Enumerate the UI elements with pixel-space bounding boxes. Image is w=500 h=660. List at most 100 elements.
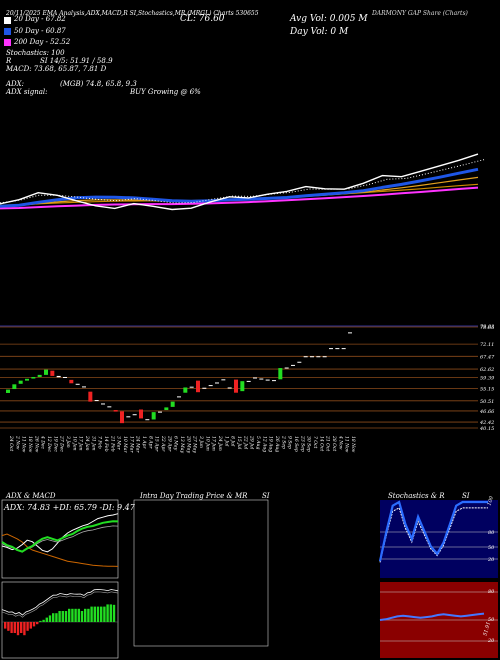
- price-date-label: 6 May: [173, 436, 179, 451]
- macd-bar: [13, 622, 16, 633]
- price-tick-label: 67.47: [480, 354, 495, 360]
- intraday-panel: [133, 499, 269, 647]
- price-candle: [183, 387, 188, 393]
- price-date-label: 5 Aug: [255, 436, 261, 449]
- price-candle: [227, 387, 232, 389]
- legend-ema200: 200 Day - 52.52: [14, 38, 71, 46]
- price-candle: [208, 385, 213, 387]
- price-candle: [37, 374, 42, 377]
- macd-bar: [4, 622, 7, 629]
- price-date-label: 18 Nov: [27, 436, 33, 453]
- macd-bar: [48, 615, 52, 622]
- price-candle: [94, 400, 99, 402]
- price-date-label: 3 Mar: [116, 436, 122, 451]
- legend-ema20: 20 Day - 67.82: [14, 15, 66, 23]
- intraday-panel-title: Intra Day Trading Price & MR: [140, 492, 248, 500]
- price-candle: [341, 348, 346, 350]
- price-candle: [335, 348, 340, 350]
- macd-bar: [77, 608, 80, 622]
- adx-readout: (MGB) 74.8, 65.8, 9.3: [60, 80, 137, 88]
- price-date-label: 24 Oct: [8, 435, 14, 451]
- price-date-label: 4 Dec: [40, 435, 46, 450]
- intraday-panel-si: SI: [262, 492, 270, 500]
- price-candle: [69, 379, 74, 384]
- price-tick-label: 72.11: [480, 342, 494, 348]
- price-date-label: 10 Jun: [204, 436, 210, 451]
- ema200-line: [0, 186, 479, 210]
- price-candle: [278, 368, 283, 380]
- macd-bar: [93, 606, 96, 622]
- stochastics-panel: [378, 500, 498, 578]
- legend-ema200-swatch: [4, 39, 11, 46]
- price-candle: [107, 406, 112, 408]
- price-date-label: 23 Sep: [299, 435, 305, 452]
- macd-bar: [58, 611, 61, 622]
- adx-panel: [1, 499, 119, 579]
- adx-readout-label: ADX:: [6, 80, 25, 88]
- price-candle: [265, 379, 270, 381]
- price-date-label: 3 Jan: [65, 436, 71, 448]
- price-candle: [348, 332, 352, 334]
- price-date-label: 24 Jan: [84, 435, 90, 451]
- price-candle: [151, 412, 156, 420]
- price-date-label: 11 Nov: [21, 436, 27, 453]
- price-candle: [164, 407, 169, 411]
- price-tick-label: 46.66: [479, 409, 495, 415]
- price-date-label: 17 Jan: [78, 436, 84, 451]
- macd-bar: [90, 606, 93, 622]
- adx-signal-label: ADX signal:: [6, 88, 48, 96]
- price-candle: [170, 401, 175, 407]
- rsi-tick-50: 50: [488, 617, 495, 623]
- price-candle: [44, 369, 48, 375]
- macd-bar: [55, 613, 58, 622]
- price-tick-label: 59.39: [480, 376, 495, 382]
- price-date-label: 19 Aug: [268, 436, 274, 452]
- stoch-tick-80: 80: [488, 530, 495, 536]
- stoch-background: [380, 500, 498, 578]
- price-candle: [253, 377, 257, 379]
- stoch-tick-20: 20: [488, 557, 495, 563]
- macd-bar: [26, 622, 29, 631]
- price-candle: [75, 383, 80, 385]
- price-candle: [101, 403, 105, 405]
- rsi-tick-80: 80: [488, 589, 495, 595]
- price-candle: [63, 376, 67, 378]
- price-candle: [234, 379, 238, 393]
- price-date-label: 4 Nov: [337, 435, 343, 450]
- price-date-label: 20 May: [185, 435, 191, 453]
- macd-bar: [68, 608, 71, 622]
- macd-bar: [80, 611, 84, 622]
- price-date-label: 17 Jun: [211, 436, 217, 451]
- price-candle: [139, 409, 143, 419]
- adx-plus-di-line: [1, 520, 119, 553]
- macd-bar: [23, 622, 26, 636]
- intraday-frame: [133, 499, 269, 647]
- price-candle: [25, 378, 29, 381]
- price-candle: [329, 348, 333, 350]
- macd-bar: [96, 606, 100, 622]
- price-date-label: 12 Dec: [46, 436, 52, 452]
- macd-bar: [112, 604, 116, 622]
- price-date-label: 1 Apr: [141, 436, 147, 449]
- price-candle: [246, 380, 251, 382]
- rsi-tick-20: 20: [488, 638, 495, 644]
- macd-bar: [20, 622, 23, 633]
- legend-ema50-swatch: [4, 28, 11, 35]
- price-date-label: 22 Apr: [160, 435, 166, 452]
- macd-bar: [45, 617, 48, 622]
- macd-bar: [32, 622, 36, 627]
- price-date-label: 26 Aug: [274, 435, 280, 452]
- macd-bar: [103, 606, 106, 622]
- price-date-label: 16 Sep: [293, 436, 299, 452]
- adx-signal-value: BUY Growing @ 6%: [130, 88, 201, 96]
- price-candle: [113, 410, 118, 412]
- rsi-readout: SI 14/5: 51.91 / 58.9: [40, 57, 113, 65]
- price-candle: [88, 391, 93, 402]
- price-date-label: 21 Oct: [325, 435, 331, 451]
- macd-bar: [10, 622, 13, 633]
- price-candle: [177, 396, 181, 398]
- price-date-label: 10 Mar: [122, 436, 128, 453]
- price-candle: [259, 378, 264, 380]
